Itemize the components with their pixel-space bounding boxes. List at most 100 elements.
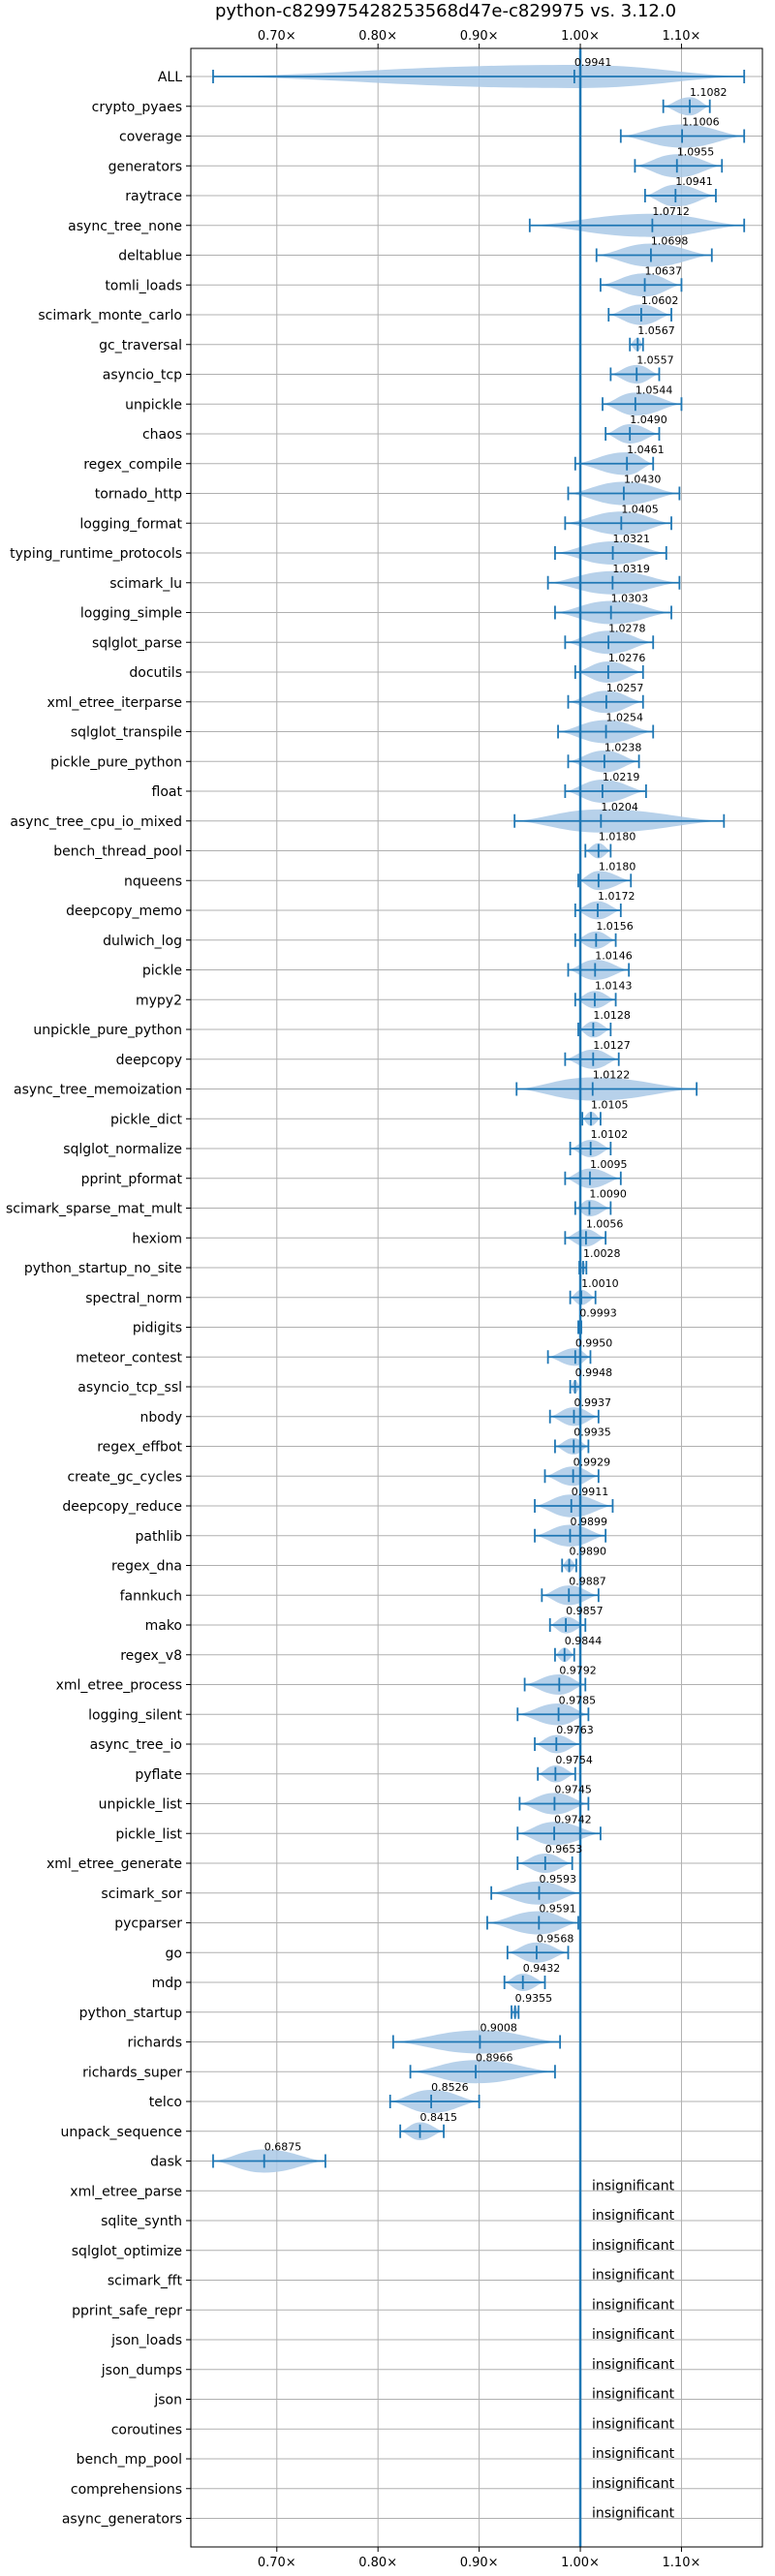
category-label: ALL xyxy=(158,70,182,85)
value-label: 1.0405 xyxy=(621,503,659,515)
value-label: 0.9763 xyxy=(556,1724,594,1736)
category-label: pickle_pure_python xyxy=(50,754,182,770)
category-label: sqlglot_normalize xyxy=(63,1142,182,1157)
chart-title: python-c829975428253568d47e-c829975 vs. … xyxy=(215,1,676,21)
value-label: 1.0156 xyxy=(596,920,634,933)
insignificant-label: insignificant xyxy=(592,2506,675,2522)
category-label: telco xyxy=(149,2095,182,2110)
value-label: 0.8526 xyxy=(431,2081,469,2094)
x-tick-label-top: 1.00× xyxy=(561,29,600,44)
category-label: pycparser xyxy=(114,1917,182,1932)
category-label: scimark_sparse_mat_mult xyxy=(6,1202,182,1217)
x-tick-label-bottom: 0.70× xyxy=(258,2556,296,2570)
category-label: asyncio_tcp xyxy=(103,368,182,383)
value-label: 0.9948 xyxy=(575,1366,613,1379)
value-label: 1.0105 xyxy=(591,1098,629,1111)
x-tick-label-top: 1.10× xyxy=(663,29,701,44)
x-tick-label-top: 0.80× xyxy=(358,29,397,44)
category-label: xml_etree_generate xyxy=(46,1856,182,1872)
category-label: dulwich_log xyxy=(103,934,182,949)
label-layer: 0.9941 1.1082 1.1006 1.0955 1.0941 1.0712 1.06… xyxy=(264,56,728,2522)
value-label: 1.0567 xyxy=(637,324,675,337)
category-label: pickle_list xyxy=(115,1826,182,1842)
value-label: 0.9993 xyxy=(579,1307,617,1320)
category-label: fannkuch xyxy=(120,1588,182,1604)
value-label: 1.1006 xyxy=(682,116,720,129)
category-label: async_generators xyxy=(62,2512,182,2528)
value-label: 0.9887 xyxy=(569,1575,606,1587)
value-label: 0.9929 xyxy=(574,1456,611,1468)
category-label: mdp xyxy=(152,1976,183,1991)
value-label: 1.0095 xyxy=(590,1158,628,1171)
category-label: richards_super xyxy=(82,2065,182,2080)
category-label: typing_runtime_protocols xyxy=(10,546,182,562)
category-label: docutils xyxy=(129,665,182,681)
value-label: 1.0955 xyxy=(677,145,715,158)
category-label: scimark_sor xyxy=(101,1886,182,1902)
category-label: pickle_dict xyxy=(110,1112,183,1127)
value-label: 1.0122 xyxy=(593,1069,631,1082)
insignificant-label: insignificant xyxy=(592,2178,675,2193)
category-label: async_tree_cpu_io_mixed xyxy=(10,814,182,830)
x-tick-label-top: 0.90× xyxy=(460,29,499,44)
category-label: logging_format xyxy=(79,516,182,532)
value-label: 1.0544 xyxy=(636,383,673,396)
category-label: dask xyxy=(150,2155,183,2170)
category-label: pprint_safe_repr xyxy=(72,2303,182,2318)
value-label: 1.0090 xyxy=(589,1188,627,1201)
category-label: unpack_sequence xyxy=(61,2125,182,2140)
value-label: 0.9568 xyxy=(537,1932,574,1945)
category-label: deepcopy xyxy=(116,1053,182,1068)
value-label: 1.0056 xyxy=(586,1217,624,1230)
category-label: coverage xyxy=(119,130,182,145)
value-label: 0.6875 xyxy=(264,2141,302,2154)
category-label: meteor_contest xyxy=(76,1350,182,1365)
value-label: 1.0172 xyxy=(598,890,636,903)
category-label: python_startup xyxy=(79,2006,182,2021)
category-label: logging_silent xyxy=(88,1707,182,1723)
category-label: mypy2 xyxy=(136,993,182,1008)
value-label: 0.9890 xyxy=(570,1546,607,1558)
value-label: 1.0146 xyxy=(595,950,633,963)
category-label: unpickle_list xyxy=(99,1797,183,1813)
value-label: 0.9742 xyxy=(554,1813,592,1825)
value-label: 1.0303 xyxy=(611,593,649,605)
value-label: 1.0712 xyxy=(652,205,690,218)
category-label: pprint_pformat xyxy=(81,1172,183,1187)
category-label: xml_etree_process xyxy=(56,1678,182,1694)
category-label: pathlib xyxy=(136,1529,183,1545)
category-label: sqlite_synth xyxy=(101,2214,182,2229)
value-label: 1.0254 xyxy=(606,712,644,724)
category-label: comprehensions xyxy=(71,2482,182,2498)
value-label: 1.0219 xyxy=(603,771,640,783)
category-label: hexiom xyxy=(132,1231,182,1246)
category-label: go xyxy=(166,1946,182,1961)
category-label: tornado_http xyxy=(95,487,182,503)
category-label: xml_etree_parse xyxy=(70,2184,182,2199)
category-label: bench_thread_pool xyxy=(53,844,182,860)
value-label: 0.9591 xyxy=(539,1903,576,1916)
insignificant-label: insignificant xyxy=(592,2268,675,2284)
category-label: generators xyxy=(108,159,182,174)
category-label: gc_traversal xyxy=(99,338,182,353)
value-label: 1.0143 xyxy=(595,979,633,992)
insignificant-label: insignificant xyxy=(592,2238,675,2254)
category-label: crypto_pyaes xyxy=(92,100,182,115)
value-label: 1.0321 xyxy=(613,533,651,545)
category-label: sqlglot_transpile xyxy=(71,725,182,741)
insignificant-label: insignificant xyxy=(592,2476,675,2492)
insignificant-label: insignificant xyxy=(592,2297,675,2313)
value-label: 1.0238 xyxy=(604,741,642,753)
value-label: 1.0028 xyxy=(583,1247,621,1260)
value-label: 1.0430 xyxy=(624,474,662,486)
category-label: nqueens xyxy=(124,874,182,889)
whisker-layer xyxy=(212,70,746,2168)
category-label: chaos xyxy=(142,427,182,443)
value-label: 0.8415 xyxy=(420,2111,458,2124)
category-label: asyncio_tcp_ssl xyxy=(78,1380,182,1395)
category-label: xml_etree_iterparse xyxy=(47,695,182,711)
category-label: regex_compile xyxy=(83,457,182,473)
category-label: async_tree_none xyxy=(68,219,182,234)
category-label: python_startup_no_site xyxy=(24,1261,182,1276)
insignificant-label: insignificant xyxy=(592,2357,675,2373)
